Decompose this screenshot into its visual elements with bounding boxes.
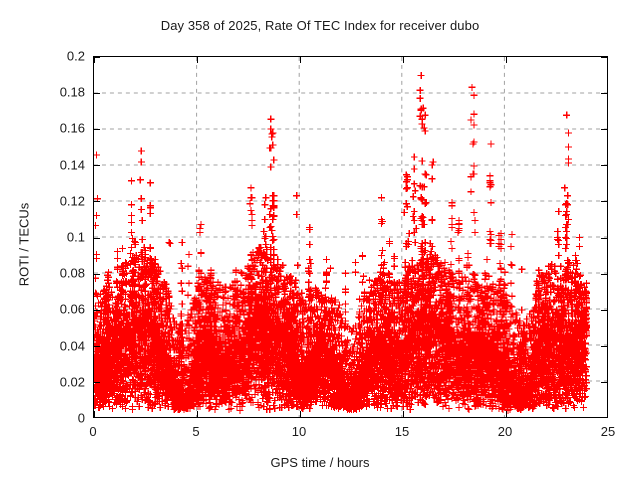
y-tick-mark bbox=[94, 309, 100, 311]
x-tick-mark bbox=[94, 57, 95, 63]
x-tick-label: 10 bbox=[291, 424, 307, 439]
y-tick-label: 0 bbox=[77, 410, 85, 426]
y-tick-label: 0.16 bbox=[59, 120, 85, 136]
x-tick-mark bbox=[196, 411, 198, 417]
y-tick-mark bbox=[94, 346, 100, 348]
y-tick-label: 0.12 bbox=[59, 193, 85, 209]
y-tick-mark bbox=[94, 382, 100, 384]
y-tick-mark bbox=[94, 273, 100, 275]
x-tick-label: 15 bbox=[394, 424, 410, 439]
x-tick-label: 5 bbox=[192, 424, 200, 439]
x-tick-mark bbox=[196, 57, 198, 63]
x-tick-label: 0 bbox=[89, 424, 97, 439]
y-tick-label: 0.1 bbox=[66, 229, 85, 245]
y-tick-mark bbox=[94, 57, 100, 58]
y-tick-mark bbox=[601, 165, 607, 167]
y-tick-mark bbox=[601, 382, 607, 384]
x-tick-mark bbox=[402, 411, 404, 417]
y-tick-mark bbox=[601, 128, 607, 130]
y-axis-title: ROTI / TECUs bbox=[16, 202, 32, 287]
y-tick-label: 0.2 bbox=[66, 48, 85, 64]
y-tick-label: 0.18 bbox=[59, 84, 85, 100]
y-tick-mark bbox=[601, 273, 607, 275]
y-tick-mark bbox=[94, 237, 100, 239]
scatter-markers bbox=[94, 71, 591, 415]
plot-area bbox=[93, 56, 608, 418]
y-tick-mark bbox=[94, 165, 100, 167]
y-tick-label: 0.06 bbox=[59, 301, 85, 317]
y-tick-mark bbox=[94, 201, 100, 203]
y-tick-mark bbox=[94, 128, 100, 130]
x-tick-mark bbox=[402, 57, 404, 63]
x-tick-mark bbox=[299, 411, 301, 417]
y-tick-mark bbox=[601, 92, 607, 94]
y-tick-mark bbox=[601, 57, 607, 58]
page-title: Day 358 of 2025, Rate Of TEC Index for r… bbox=[160, 18, 480, 33]
x-tick-mark bbox=[299, 57, 301, 63]
x-axis-title: GPS time / hours bbox=[270, 455, 370, 470]
y-tick-label: 0.04 bbox=[59, 338, 85, 354]
x-tick-mark bbox=[94, 411, 95, 417]
x-tick-mark bbox=[505, 57, 507, 63]
data-series-roti bbox=[94, 71, 591, 415]
y-tick-mark bbox=[94, 92, 100, 94]
x-tick-label: 25 bbox=[600, 424, 616, 439]
y-tick-mark bbox=[601, 346, 607, 348]
y-tick-mark bbox=[601, 309, 607, 311]
y-tick-label: 0.14 bbox=[59, 157, 85, 173]
y-tick-mark bbox=[601, 237, 607, 239]
y-tick-mark bbox=[601, 201, 607, 203]
x-tick-mark bbox=[505, 411, 507, 417]
x-tick-label: 20 bbox=[497, 424, 513, 439]
y-tick-label: 0.02 bbox=[59, 374, 85, 390]
y-tick-label: 0.08 bbox=[59, 265, 85, 281]
